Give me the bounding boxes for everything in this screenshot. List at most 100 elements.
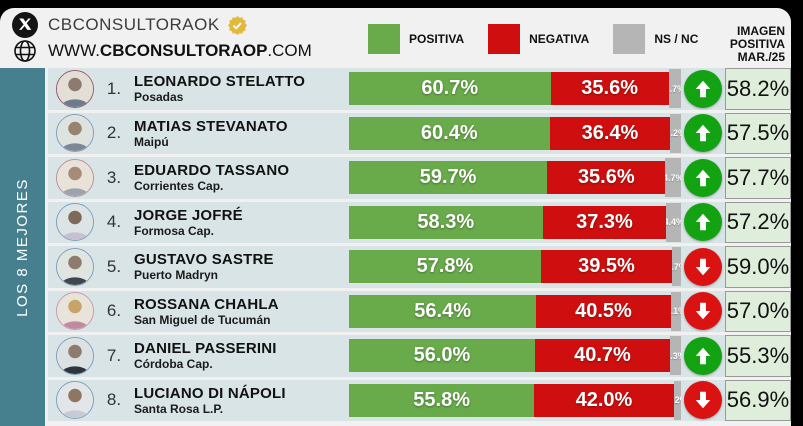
stacked-bar: 57.8% 39.5% 2.7% [349,246,681,288]
mayor-name: LUCIANO DI NÁPOLI [134,384,286,402]
bar-segment-nsnc: 3.2% [670,113,681,153]
imagen-positiva-column-header: IMAGEN POSITIVA MAR./25 [730,25,785,64]
imagen-header-line2: POSITIVA [729,37,785,51]
website-url: WWW.CBCONSULTORAOP.COM [48,41,312,61]
trend-indicator [681,69,725,108]
twitter-handle: CBCONSULTORAOK [48,15,220,34]
stacked-bar: 56.0% 40.7% 3.3% [349,335,681,377]
bar-segment-negativa: 37.3% [542,205,667,239]
mayor-info: DANIEL PASSERINI Córdoba Cap. [134,340,349,371]
stacked-bar: 55.8% 42.0% 2.2% [349,380,681,422]
bar-segment-negativa: 40.5% [536,294,671,328]
mayor-city: Maipú [134,134,169,149]
table-row: 2. MATIAS STEVANATO Maipú 60.4% 36.4% 3.… [48,112,791,155]
mayor-info: JORGE JOFRÉ Formosa Cap. [134,207,349,238]
rank-number: 2. [106,123,122,143]
sidebar-title: LOS 8 MEJORES [14,177,32,317]
avatar [56,69,94,108]
bar-segment-negativa: 35.6% [550,72,669,106]
mayor-city: San Miguel de Tucumán [134,312,271,327]
avatar [56,292,94,331]
trend-indicator [681,247,725,286]
trend-arrow-icon [684,336,722,375]
trend-indicator [681,158,725,197]
legend-item-positiva: POSITIVA [368,24,464,54]
rank-number: 3. [106,167,122,187]
trend-arrow-icon [684,247,722,286]
bar-segment-positiva: 58.3% [349,205,543,239]
mayor-city: Córdoba Cap. [134,357,213,372]
url-domain: CBCONSULTORAOP [99,41,268,60]
avatar [56,158,94,197]
bar-segment-positiva: 60.4% [349,116,550,150]
header: CBCONSULTORAOK WWW.CBCONSULTORAOP.COM PO… [0,8,791,68]
url-suffix: .COM [267,41,312,60]
bar-segment-positiva: 57.8% [349,250,541,284]
stacked-bar: 60.4% 36.4% 3.2% [349,113,681,155]
bar-segment-nsnc: 3.1% [670,291,681,331]
table-row: 6. ROSSANA CHAHLA San Miguel de Tucumán … [48,290,791,332]
mayor-name: JORGE JOFRÉ [134,206,243,224]
table-row: 5. GUSTAVO SASTRE Puerto Madryn 57.8% 39… [48,246,791,288]
trend-indicator [681,336,725,375]
trend-arrow-icon [684,292,722,331]
table-row: 1. LEONARDO STELATTO Posadas 60.7% 35.6%… [48,68,791,110]
stacked-bar: 59.7% 35.6% 4.7% [349,157,681,199]
imagen-positiva-cell: 57.5% [725,112,791,154]
bar-segment-negativa: 35.6% [547,161,666,195]
bar-segment-negativa: 36.4% [549,116,671,150]
rank-number: 5. [106,256,122,276]
trend-arrow-icon [684,69,722,108]
avatar [56,247,94,286]
mayor-name: DANIEL PASSERINI [134,340,277,358]
imagen-positiva-cell: 58.2% [725,68,791,110]
legend-item-negativa: NEGATIVA [488,24,589,54]
bar-segment-positiva: 56.0% [349,339,535,373]
trend-indicator [681,292,725,331]
bar-segment-nsnc: 4.7% [665,158,681,198]
legend-item-nsnc: NS / NC [613,24,698,54]
table-row: 8. LUCIANO DI NÁPOLI Santa Rosa L.P. 55.… [48,379,791,422]
stacked-bar: 58.3% 37.3% 4.4% [349,202,682,244]
legend-label-nsnc: NS / NC [654,32,699,46]
mayor-info: EDUARDO TASSANO Corrientes Cap. [134,162,349,193]
url-prefix: WWW. [48,41,100,60]
avatar [56,381,94,420]
table-row: 7. DANIEL PASSERINI Córdoba Cap. 56.0% 4… [48,335,791,377]
mayor-name: GUSTAVO SASTRE [134,251,274,269]
bar-segment-negativa: 39.5% [540,250,673,284]
imagen-header-line1: IMAGEN [737,24,785,38]
trend-indicator [681,114,725,153]
avatar [56,203,94,242]
verified-badge-icon [227,15,247,35]
imagen-positiva-cell: 57.7% [725,157,791,199]
imagen-positiva-cell: 57.2% [725,201,791,243]
bar-segment-nsnc: 2.7% [672,247,681,287]
table-row: 4. JORGE JOFRÉ Formosa Cap. 58.3% 37.3% … [48,201,791,244]
globe-icon [12,38,38,64]
social-handles: CBCONSULTORAOK WWW.CBCONSULTORAOP.COM [12,12,312,64]
avatar [56,114,94,153]
bar-segment-positiva: 59.7% [349,161,548,195]
mayor-city: Corrientes Cap. [134,179,224,194]
mayor-info: LUCIANO DI NÁPOLI Santa Rosa L.P. [134,385,349,416]
bar-segment-nsnc: 3.7% [668,69,681,109]
rank-number: 8. [106,390,122,410]
rank-number: 7. [106,345,122,365]
twitter-handle-line: CBCONSULTORAOK [12,12,312,38]
legend: POSITIVA NEGATIVA NS / NC [368,24,722,54]
imagen-positiva-cell: 57.0% [725,290,791,332]
imagen-positiva-cell: 59.0% [725,246,791,288]
mayor-city: Puerto Madryn [134,268,219,283]
x-logo-icon [12,12,38,38]
imagen-header-line3: MAR./25 [737,50,785,64]
mayor-info: GUSTAVO SASTRE Puerto Madryn [134,251,349,282]
mayor-info: MATIAS STEVANATO Maipú [134,118,349,149]
stacked-bar: 60.7% 35.6% 3.7% [349,68,681,110]
imagen-positiva-cell: 56.9% [725,379,791,421]
mayor-name: ROSSANA CHAHLA [134,295,279,313]
mayor-name: LEONARDO STELATTO [134,73,306,91]
mayor-city: Santa Rosa L.P. [134,401,224,416]
legend-swatch-nsnc [613,24,646,54]
bar-segment-positiva: 60.7% [349,72,551,106]
